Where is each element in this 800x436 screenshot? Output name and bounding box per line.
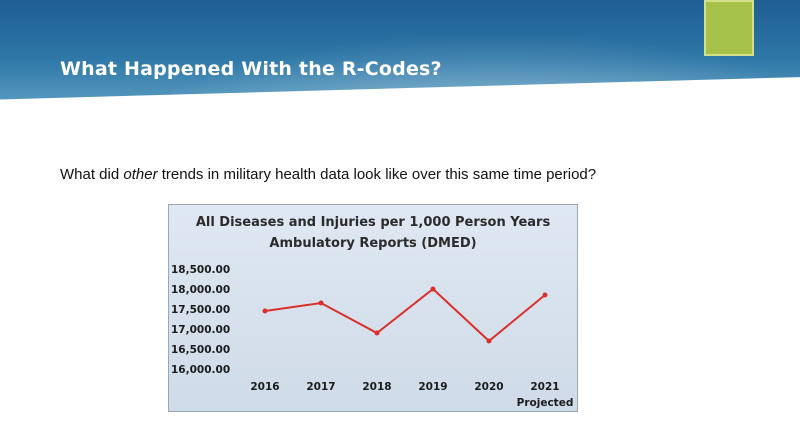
y-tick-label: 18,000.00	[171, 284, 230, 296]
question-pre: What did	[60, 166, 124, 183]
data-point	[542, 292, 548, 298]
chart-frame: All Diseases and Injuries per 1,000 Pers…	[168, 204, 578, 412]
series-layer	[262, 286, 548, 344]
banner-white-band	[0, 76, 800, 133]
y-tick-label: 16,500.00	[171, 344, 230, 356]
x-tick-label: 2016	[250, 381, 279, 393]
header-banner	[0, 0, 800, 133]
slide-title: What Happened With the R-Codes?	[60, 58, 442, 80]
chart-subtitle: Ambulatory Reports (DMED)	[269, 236, 476, 251]
data-point	[374, 330, 380, 336]
x-tick-label: 2020	[474, 381, 503, 393]
x-tick-label: 2019	[418, 381, 447, 393]
x-tick-note: Projected	[517, 397, 574, 409]
y-tick-label: 16,000.00	[171, 364, 230, 376]
x-tick-label: 2017	[306, 381, 335, 393]
x-tick-label: 2021	[530, 381, 559, 393]
x-axis-ticks: 2016 2017 2018 2019 2020 2021 Projected	[250, 381, 573, 409]
data-point	[430, 286, 436, 292]
line-chart: All Diseases and Injuries per 1,000 Pers…	[171, 215, 573, 409]
question-post: trends in military health data look like…	[157, 166, 597, 183]
accent-square	[704, 0, 754, 56]
data-point	[486, 338, 492, 344]
y-axis-ticks: 18,500.00 18,000.00 17,500.00 17,000.00 16,5…	[171, 264, 230, 376]
slide-question: What did other trends in military health…	[60, 166, 596, 183]
chart-title: All Diseases and Injuries per 1,000 Pers…	[196, 215, 551, 230]
x-tick-label: 2018	[362, 381, 391, 393]
y-tick-label: 17,000.00	[171, 324, 230, 336]
data-point	[262, 308, 268, 314]
y-tick-label: 17,500.00	[171, 304, 230, 316]
y-tick-label: 18,500.00	[171, 264, 230, 276]
series-line	[264, 287, 546, 343]
question-emphasis: other	[123, 166, 158, 183]
data-point	[318, 300, 324, 306]
